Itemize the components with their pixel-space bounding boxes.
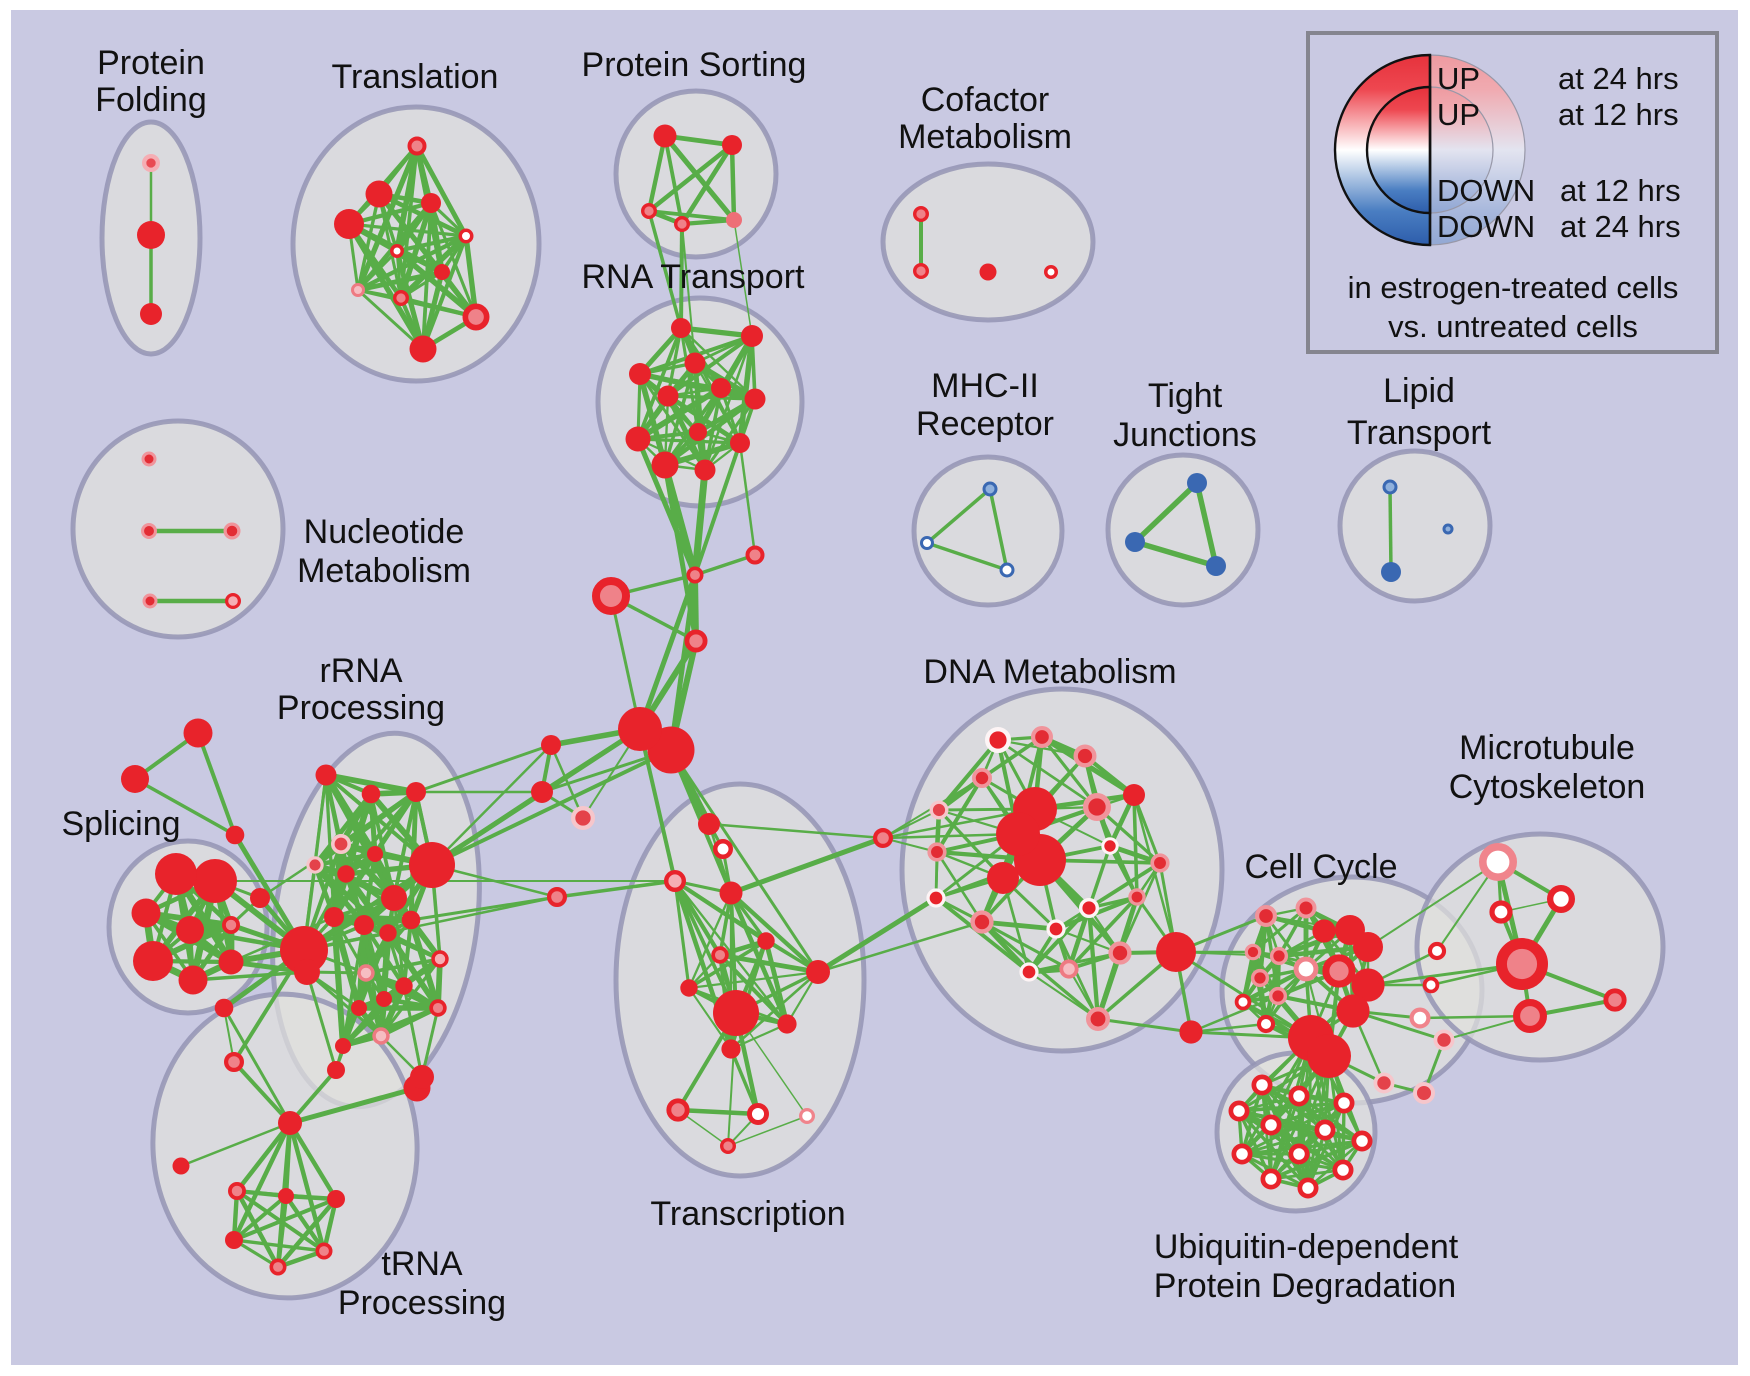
svg-text:Protein Sorting: Protein Sorting (582, 46, 807, 84)
svg-text:Translation: Translation (332, 58, 499, 96)
svg-text:Tight: Tight (1148, 377, 1223, 415)
svg-text:UP: UP (1437, 97, 1480, 132)
svg-text:rRNA: rRNA (319, 652, 402, 690)
svg-text:Processing: Processing (338, 1284, 506, 1322)
svg-text:Ubiquitin-dependent: Ubiquitin-dependent (1154, 1228, 1459, 1266)
svg-text:DOWN: DOWN (1437, 173, 1535, 208)
svg-text:Microtubule: Microtubule (1459, 729, 1635, 767)
svg-text:Splicing: Splicing (61, 805, 180, 843)
svg-text:at 24 hrs: at 24 hrs (1558, 61, 1679, 96)
svg-text:Transcription: Transcription (650, 1195, 845, 1233)
svg-text:DNA Metabolism: DNA Metabolism (923, 653, 1176, 691)
svg-text:Receptor: Receptor (916, 405, 1054, 443)
svg-text:Junctions: Junctions (1113, 416, 1257, 454)
svg-text:Protein Degradation: Protein Degradation (1154, 1267, 1456, 1305)
svg-text:Folding: Folding (95, 81, 207, 119)
svg-text:MHC-II: MHC-II (931, 367, 1039, 405)
svg-text:Cell Cycle: Cell Cycle (1244, 848, 1397, 886)
svg-text:vs. untreated cells: vs. untreated cells (1388, 309, 1638, 344)
svg-text:tRNA: tRNA (381, 1245, 463, 1283)
svg-text:Cytoskeleton: Cytoskeleton (1449, 768, 1646, 806)
svg-text:in estrogen-treated cells: in estrogen-treated cells (1348, 270, 1679, 305)
svg-text:Lipid: Lipid (1383, 372, 1455, 410)
svg-text:Transport: Transport (1347, 414, 1492, 452)
svg-text:at 24 hrs: at 24 hrs (1560, 209, 1681, 244)
svg-text:Cofactor: Cofactor (921, 81, 1050, 119)
svg-text:UP: UP (1437, 61, 1480, 96)
svg-text:RNA Transport: RNA Transport (582, 258, 806, 296)
svg-text:at 12 hrs: at 12 hrs (1560, 173, 1681, 208)
svg-text:Nucleotide: Nucleotide (304, 513, 465, 551)
svg-text:Protein: Protein (97, 44, 205, 82)
svg-text:Metabolism: Metabolism (297, 552, 471, 590)
svg-text:DOWN: DOWN (1437, 209, 1535, 244)
svg-text:at 12 hrs: at 12 hrs (1558, 97, 1679, 132)
svg-text:Processing: Processing (277, 689, 445, 727)
svg-text:Metabolism: Metabolism (898, 118, 1072, 156)
